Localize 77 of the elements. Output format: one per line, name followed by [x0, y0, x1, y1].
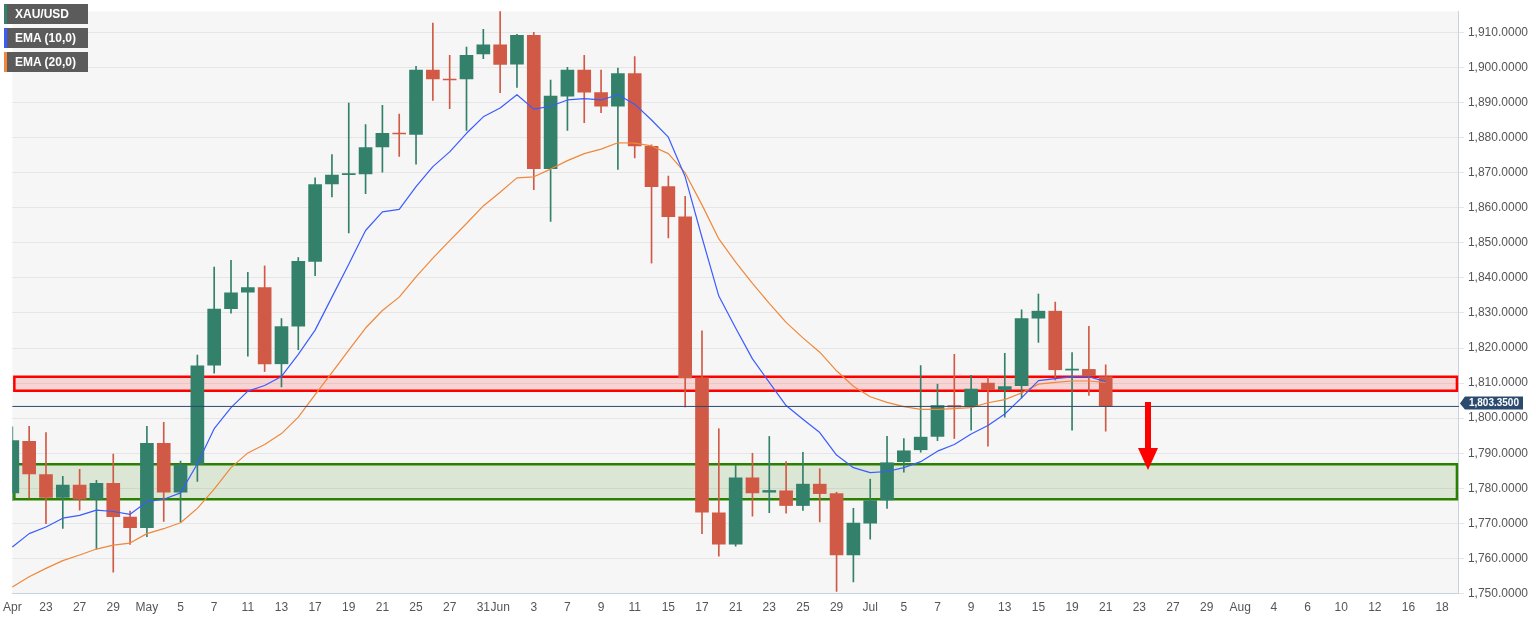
- candlestick: [325, 154, 339, 198]
- x-tick-label: 29: [106, 600, 121, 615]
- x-tick-label: 9: [967, 600, 975, 615]
- x-tick-label: 29: [829, 600, 844, 615]
- x-tick-label: 13: [274, 600, 289, 615]
- x-tick-label: 11: [241, 600, 255, 615]
- x-tick-label: 17: [308, 600, 323, 615]
- x-tick-label: 7: [564, 600, 572, 615]
- x-tick-label: Apr: [2, 600, 22, 615]
- y-tick-label: 1,760.0000: [1467, 550, 1529, 565]
- x-tick-label: Aug: [1229, 600, 1251, 615]
- x-tick-label: Jun: [490, 600, 510, 615]
- x-tick-label: 9: [597, 600, 605, 615]
- y-tick-label: 1,870.0000: [1467, 164, 1529, 179]
- x-tick-label: 21: [1099, 600, 1113, 615]
- x-tick-label: 12: [1368, 600, 1382, 615]
- candlestick: [762, 436, 777, 513]
- candlestick: [711, 428, 726, 557]
- y-tick-label: 1,770.0000: [1467, 515, 1529, 530]
- y-tick-label: 1,880.0000: [1467, 129, 1529, 144]
- x-tick-label: 18: [1435, 600, 1450, 615]
- y-tick-label: 1,830.0000: [1467, 305, 1529, 320]
- candlestick: [913, 365, 928, 453]
- y-tick-label: 1,800.0000: [1467, 410, 1529, 425]
- legend-label: XAU/USD: [4, 4, 88, 24]
- y-tick-label: 1,810.0000: [1467, 375, 1529, 390]
- y-tick-label: 1,890.0000: [1467, 94, 1529, 109]
- legend-label: EMA (20,0): [4, 52, 88, 72]
- x-tick-label: 23: [1132, 600, 1147, 615]
- x-tick-label: 23: [762, 600, 777, 615]
- candlestick: [812, 468, 827, 523]
- x-tick-label: 15: [661, 600, 676, 615]
- x-tick-label: 4: [1270, 600, 1278, 615]
- x-tick-label: 3: [530, 600, 538, 615]
- x-tick-label: 15: [1031, 600, 1046, 615]
- y-tick-label: 1,910.0000: [1467, 24, 1529, 39]
- x-tick-label: 21: [375, 600, 390, 615]
- y-tick-label: 1,780.0000: [1467, 480, 1529, 495]
- x-tick-label: 5: [177, 600, 185, 615]
- y-tick-label: 1,820.0000: [1467, 340, 1529, 355]
- y-tick-label: 1,900.0000: [1467, 59, 1529, 74]
- x-tick-label: 19: [342, 600, 356, 615]
- y-tick-label: 1,790.0000: [1467, 445, 1529, 460]
- x-tick-label: 29: [1199, 600, 1214, 615]
- y-tick-label: 1,840.0000: [1467, 270, 1529, 285]
- x-tick-label: 25: [796, 600, 810, 615]
- candlestick: [997, 352, 1012, 418]
- candlestick: [493, 11, 507, 93]
- legend-label: EMA (10,0): [4, 28, 88, 48]
- x-tick-label: 10: [1334, 600, 1349, 615]
- x-tick-label: 6: [1304, 600, 1312, 615]
- x-tick-label: May: [135, 600, 159, 615]
- y-tick-label: 1,860.0000: [1467, 199, 1529, 214]
- candlestick: [341, 102, 356, 234]
- x-tick-label: 21: [728, 600, 743, 615]
- x-tick-label: 23: [39, 600, 53, 615]
- candlestick: [241, 271, 255, 357]
- x-tick-label: Jul: [862, 600, 878, 615]
- x-tick-label: 7: [210, 600, 218, 615]
- x-tick-label: 11: [628, 600, 642, 615]
- x-tick-label: 17: [695, 600, 709, 615]
- x-tick-label: 13: [998, 600, 1012, 615]
- candlestick: [981, 377, 995, 447]
- x-tick-label: 27: [1166, 600, 1180, 615]
- candlestick: [1082, 325, 1096, 396]
- x-tick-label: 19: [1065, 600, 1080, 615]
- x-tick-label: 7: [934, 600, 942, 615]
- x-tick-label: 31: [476, 600, 491, 615]
- x-tick-label: 25: [409, 600, 424, 615]
- x-tick-label: 5: [900, 600, 908, 615]
- y-tick-label: 1,750.0000: [1467, 585, 1529, 600]
- y-tick-label: 1,850.0000: [1467, 235, 1529, 250]
- x-tick-label: 16: [1401, 600, 1416, 615]
- x-tick-label: 27: [72, 600, 87, 615]
- candlestick: [426, 22, 440, 101]
- x-tick-label: 27: [443, 600, 457, 615]
- ref-line-label: 1,803.3500: [1468, 397, 1520, 409]
